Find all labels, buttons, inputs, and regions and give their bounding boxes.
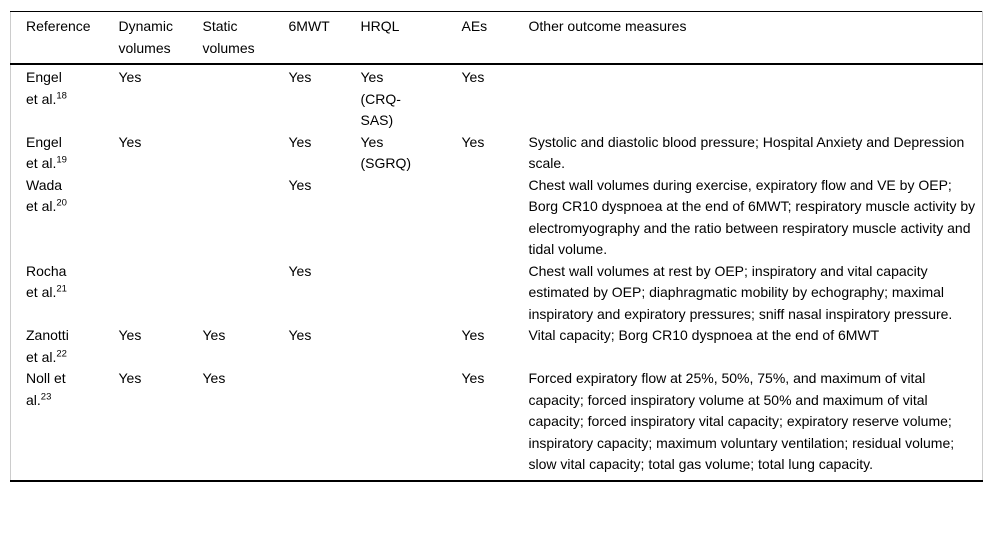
reference-name: et al. [26, 284, 57, 300]
table-row-zanotti-22: Zanotti et al.22 Yes Yes Yes Yes Vital ca… [11, 325, 983, 368]
dynamic-volumes-cell: Yes [118, 133, 142, 150]
reference-name: et al. [26, 348, 57, 365]
reference-name: al. [26, 391, 41, 408]
aes-cell: Yes [461, 69, 485, 85]
reference-name: Rocha [26, 262, 67, 279]
column-header-reference: Reference [10, 11, 104, 65]
reference-cell: Engel et al.19 [11, 132, 104, 175]
static-volumes-cell [188, 261, 274, 326]
reference-cell: Engel et al.18 [11, 64, 104, 132]
table-header: Reference Dynamic volumes Static volumes… [10, 11, 983, 65]
column-header-6mwt: 6MWT [273, 11, 346, 65]
reference-name: Wada [26, 176, 63, 193]
reference-cell: Zanotti et al.22 [11, 325, 104, 368]
dynamic-volumes-cell: Yes [118, 327, 142, 343]
hrql-cell [346, 175, 447, 261]
other-outcomes-cell: Chest wall volumes during exercise, expi… [528, 176, 976, 258]
citation-superscript: 23 [40, 390, 52, 402]
citation-superscript: 21 [56, 283, 67, 295]
aes-cell: Yes [461, 327, 485, 343]
hrql-cell [346, 368, 447, 481]
outcomes-table: Reference Dynamic volumes Static volumes… [10, 11, 983, 482]
other-outcomes-cell: Systolic and diastolic blood pressure; H… [528, 133, 965, 172]
citation-superscript: 22 [56, 347, 67, 359]
table-body: Engel et al.18 Yes Yes Yes (CRQ- SAS) Yes… [11, 64, 983, 481]
reference-name: Noll et [26, 370, 66, 386]
column-header-static-volumes: Static volumes [187, 11, 274, 65]
aes-cell: Yes [461, 370, 485, 386]
reference-name: Engel [26, 69, 62, 85]
reference-name: Engel [26, 133, 62, 150]
static-volumes-cell [188, 64, 274, 132]
table-row-engel-19: Engel et al.19 Yes Yes Yes (SGRQ) Yes Sys… [11, 132, 983, 175]
dynamic-volumes-cell: Yes [118, 69, 142, 85]
column-header-dynamic-volumes: Dynamic volumes [103, 11, 188, 65]
6mwt-cell: Yes [288, 262, 312, 279]
static-volumes-cell: Yes [202, 327, 226, 343]
reference-name: Zanotti [26, 327, 69, 343]
dynamic-volumes-cell: Yes [118, 370, 142, 386]
reference-cell: Noll et al.23 [11, 368, 104, 481]
reference-name: et al. [26, 155, 57, 171]
static-volumes-cell [188, 175, 274, 261]
citation-superscript: 18 [56, 89, 67, 101]
dynamic-volumes-cell [104, 261, 188, 326]
column-header-other-outcomes: Other outcome measures [513, 11, 983, 65]
reference-cell: Rocha et al.21 [11, 261, 104, 326]
aes-cell: Yes [461, 133, 485, 150]
6mwt-cell: Yes [288, 133, 312, 150]
6mwt-cell [274, 368, 346, 481]
static-volumes-cell: Yes [202, 370, 226, 386]
column-header-aes: AEs [446, 11, 514, 65]
reference-name: et al. [26, 90, 57, 107]
other-outcomes-cell: Forced expiratory flow at 25%, 50%, 75%,… [528, 370, 955, 472]
static-volumes-cell [188, 132, 274, 175]
reference-name: et al. [26, 198, 57, 214]
table-row-rocha-21: Rocha et al.21 Yes Chest wall volumes at … [11, 261, 983, 326]
other-outcomes-cell: Chest wall volumes at rest by OEP; inspi… [528, 262, 953, 322]
6mwt-cell: Yes [288, 176, 312, 193]
dynamic-volumes-cell [104, 175, 188, 261]
aes-cell [447, 175, 514, 261]
hrql-cell: Yes (SGRQ) [360, 133, 412, 172]
reference-cell: Wada et al.20 [11, 175, 104, 261]
table-row-wada-20: Wada et al.20 Yes Chest wall volumes duri… [11, 175, 983, 261]
6mwt-cell: Yes [288, 327, 312, 343]
hrql-cell [346, 325, 447, 368]
other-outcomes-cell [514, 64, 983, 132]
column-header-hrql: HRQL [345, 11, 447, 65]
hrql-cell: Yes (CRQ- SAS) [360, 69, 401, 128]
aes-cell [447, 261, 514, 326]
hrql-cell [346, 261, 447, 326]
header-row: Reference Dynamic volumes Static volumes… [10, 11, 983, 65]
table-row-noll-23: Noll et al.23 Yes Yes Yes Forced expirato… [11, 368, 983, 481]
table-row-engel-18: Engel et al.18 Yes Yes Yes (CRQ- SAS) Yes [11, 64, 983, 132]
other-outcomes-cell: Vital capacity; Borg CR10 dyspnoea at th… [528, 327, 880, 343]
citation-superscript: 19 [56, 154, 67, 166]
6mwt-cell: Yes [288, 69, 312, 85]
citation-superscript: 20 [56, 197, 67, 209]
